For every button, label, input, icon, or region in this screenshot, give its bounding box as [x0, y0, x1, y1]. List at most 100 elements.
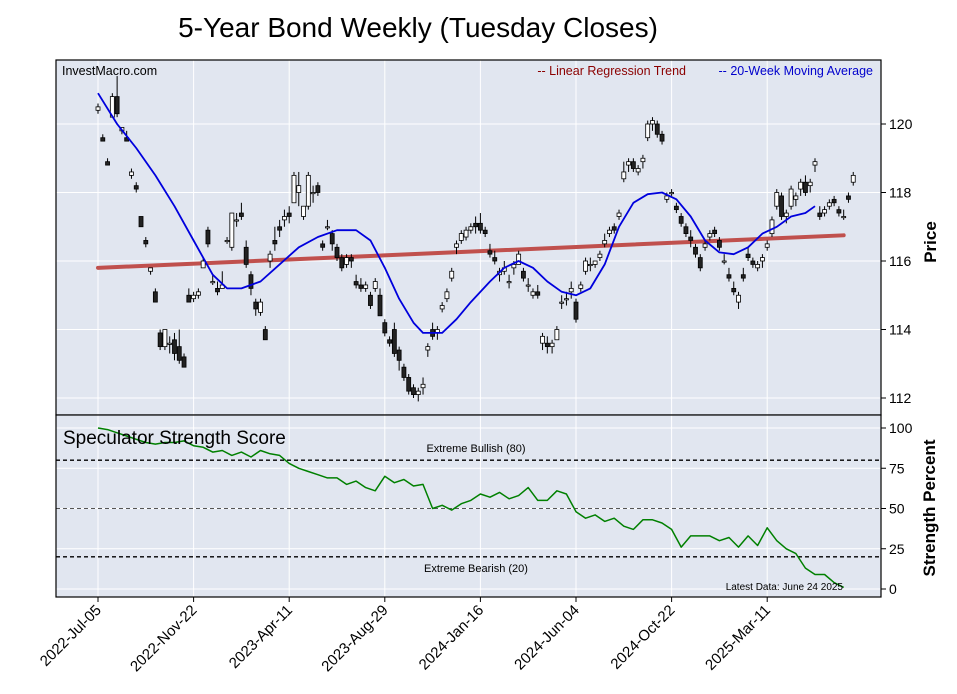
- moving-average-layer: [97, 92, 816, 334]
- candle: [602, 233, 608, 248]
- candle: [105, 158, 110, 166]
- candle: [678, 213, 684, 227]
- candle-body: [114, 96, 120, 115]
- candle: [559, 295, 565, 309]
- candle: [262, 326, 268, 341]
- candle-body: [344, 257, 349, 265]
- candle: [411, 384, 416, 398]
- candle: [215, 281, 220, 296]
- candle: [712, 226, 718, 238]
- candle: [368, 291, 373, 309]
- candle: [654, 120, 660, 138]
- candle-body: [626, 161, 631, 166]
- legend-regression: -- Linear Regression Trend: [537, 64, 686, 78]
- candle: [755, 261, 761, 272]
- candle: [554, 326, 560, 341]
- candle-body: [372, 281, 378, 289]
- candle: [745, 247, 751, 261]
- candle-body: [234, 219, 240, 222]
- candle: [597, 250, 603, 261]
- candle-body: [841, 216, 847, 219]
- candle: [353, 274, 359, 289]
- x-tick-label: 2022-Jul-05: [37, 602, 105, 670]
- candle: [659, 130, 665, 145]
- candle-body: [215, 287, 220, 293]
- candle: [707, 230, 713, 241]
- candle-body: [449, 270, 455, 279]
- candle-body: [506, 281, 512, 284]
- candle: [224, 237, 230, 244]
- candle-body: [258, 301, 263, 313]
- candle-body: [554, 329, 560, 341]
- candle-body: [654, 123, 660, 135]
- candle-body: [305, 174, 311, 207]
- price-tick-label: 112: [889, 390, 912, 406]
- candle-body: [597, 253, 603, 258]
- candle: [234, 213, 240, 227]
- candle: [406, 374, 412, 395]
- candle: [377, 288, 383, 317]
- candle-body: [621, 171, 627, 180]
- candle-body: [138, 216, 144, 228]
- candle: [793, 192, 799, 207]
- candle: [697, 254, 703, 272]
- candle-body: [377, 294, 383, 317]
- candle-body: [406, 377, 412, 392]
- candle: [348, 254, 354, 268]
- candle: [798, 178, 804, 196]
- price-tick-label: 116: [889, 253, 912, 269]
- price-tick-label: 118: [889, 185, 912, 201]
- price-tick-label: 120: [889, 116, 913, 132]
- candle: [626, 158, 631, 172]
- candle: [635, 165, 641, 176]
- candle: [301, 205, 306, 220]
- candle: [181, 353, 187, 368]
- candle-body: [401, 366, 407, 378]
- candle-body: [736, 294, 741, 303]
- candle-body: [200, 260, 206, 269]
- candle-body: [291, 174, 297, 204]
- candle-body: [411, 387, 416, 395]
- candle-body: [726, 274, 732, 279]
- candle-body: [607, 229, 612, 235]
- strength-panel-border: [55, 414, 882, 598]
- candle-body: [559, 301, 565, 304]
- candle: [277, 219, 283, 238]
- candle: [238, 202, 244, 220]
- candle: [372, 278, 378, 292]
- candle: [387, 336, 392, 347]
- candle: [683, 223, 689, 238]
- candle-body: [702, 243, 708, 248]
- candle: [812, 158, 818, 172]
- price-y-ticks: 112 114 116 118 120: [881, 116, 913, 406]
- candle: [100, 134, 106, 142]
- candle-body: [587, 264, 593, 267]
- candle: [477, 213, 483, 234]
- candle: [162, 329, 168, 351]
- candle-body: [253, 301, 259, 310]
- candle: [640, 154, 646, 169]
- candle-body: [325, 226, 330, 229]
- candle: [129, 168, 134, 179]
- candle: [444, 288, 450, 303]
- candle-body: [650, 120, 655, 125]
- candle: [592, 260, 598, 268]
- candle: [836, 206, 842, 217]
- candle: [320, 240, 326, 251]
- x-axis-ticks: 2022-Jul-05 2022-Nov-22 2023-Apr-11 2023-Au…: [37, 597, 774, 675]
- price-tick-label: 114: [889, 322, 912, 338]
- candle-body: [487, 250, 493, 255]
- candle: [487, 243, 493, 258]
- candle: [305, 171, 311, 210]
- candle-body: [640, 157, 646, 163]
- candle: [186, 288, 192, 303]
- candle-body: [664, 195, 670, 200]
- candles-layer: [95, 76, 856, 402]
- candle-body: [415, 390, 421, 395]
- strength-axis-label: Strength Percent: [920, 439, 939, 576]
- candle-body: [779, 195, 784, 217]
- candle-body: [492, 257, 498, 262]
- candle-body: [444, 291, 450, 300]
- candle: [243, 240, 249, 268]
